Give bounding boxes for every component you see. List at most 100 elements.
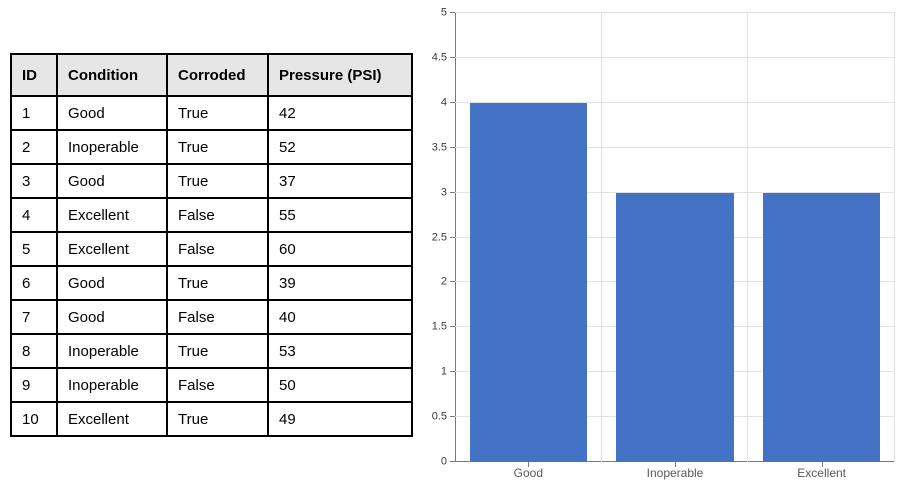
- table-cell: False: [166, 299, 269, 335]
- table-row: 2 Inoperable True 52: [10, 129, 413, 165]
- table-cell: 49: [267, 401, 413, 437]
- y-tick-label: 0: [440, 455, 447, 468]
- table-cell: True: [166, 95, 269, 131]
- table-row: 5 Excellent False 60: [10, 231, 413, 267]
- x-tick: [675, 462, 676, 467]
- y-tick-label: 1: [440, 365, 447, 378]
- gridline-horizontal: [455, 191, 895, 193]
- y-tick-label: 3: [440, 186, 447, 199]
- table-cell: False: [166, 231, 269, 267]
- column-header: ID: [10, 53, 58, 97]
- bar-good: [469, 102, 587, 462]
- x-category-label: Good: [513, 466, 544, 480]
- plot-area: [450, 12, 895, 467]
- y-axis-labels: 0 0.5 1 1.5 2 2.5 3 3.5 4 4.5 5: [430, 7, 447, 467]
- table-cell: Good: [56, 265, 168, 301]
- y-tick: [450, 56, 455, 58]
- table-cell: Inoperable: [56, 333, 168, 369]
- table-cell: 5: [10, 231, 58, 267]
- table-cell: 4: [10, 197, 58, 233]
- table-cell: 7: [10, 299, 58, 335]
- gridline-horizontal: [455, 101, 895, 103]
- table-row: 7 Good False 40: [10, 299, 413, 335]
- x-category-label: Excellent: [797, 466, 847, 480]
- table-cell: 6: [10, 265, 58, 301]
- table-row: 4 Excellent False 55: [10, 197, 413, 233]
- gridline-horizontal: [455, 56, 895, 58]
- y-tick-label: 4.5: [431, 51, 447, 64]
- x-axis-labels: Good Inoperable Excellent: [455, 467, 895, 483]
- y-axis-line: [455, 13, 456, 462]
- table-cell: 52: [267, 129, 413, 165]
- table-cell: Good: [56, 95, 168, 131]
- header-row: ID Condition Corroded Pressure (PSI): [10, 53, 413, 97]
- column-header: Corroded: [166, 53, 269, 97]
- table-cell: 53: [267, 333, 413, 369]
- y-tick: [450, 281, 455, 283]
- y-tick: [450, 146, 455, 148]
- y-tick: [450, 461, 455, 462]
- table-cell: 60: [267, 231, 413, 267]
- y-tick: [450, 326, 455, 328]
- table-cell: False: [166, 197, 269, 233]
- table-cell: 55: [267, 197, 413, 233]
- table-row: 1 Good True 42: [10, 95, 413, 131]
- table-cell: True: [166, 265, 269, 301]
- column-header: Pressure (PSI): [267, 53, 413, 97]
- gridline-vertical: [747, 13, 749, 462]
- table-cell: Excellent: [56, 401, 168, 437]
- table-cell: Good: [56, 163, 168, 199]
- y-tick-label: 0.5: [431, 410, 447, 423]
- table-cell: True: [166, 333, 269, 369]
- gridline-horizontal: [455, 146, 895, 148]
- table-cell: True: [166, 129, 269, 165]
- table-cell: False: [166, 367, 269, 403]
- gridline-vertical: [600, 13, 602, 462]
- x-category-label: Inoperable: [646, 466, 704, 480]
- table-cell: Inoperable: [56, 367, 168, 403]
- gridline-vertical: [894, 13, 895, 462]
- y-tick: [450, 101, 455, 103]
- table-cell: Excellent: [56, 231, 168, 267]
- y-tick: [450, 191, 455, 193]
- table-cell: 10: [10, 401, 58, 437]
- y-tick-label: 3.5: [431, 141, 447, 154]
- x-tick: [528, 462, 530, 467]
- table-cell: 1: [10, 95, 58, 131]
- x-tick: [821, 462, 823, 467]
- table-cell: 40: [267, 299, 413, 335]
- table-cell: Excellent: [56, 197, 168, 233]
- bar-chart: 0 0.5 1 1.5 2 2.5 3 3.5 4 4.5 5 Good Inoperable Exce…: [430, 0, 904, 487]
- y-tick-label: 2.5: [431, 231, 447, 243]
- column-header: Condition: [56, 53, 168, 97]
- y-tick: [450, 12, 455, 13]
- table-cell: 50: [267, 367, 413, 403]
- table-row: 6 Good True 39: [10, 265, 413, 301]
- y-tick-label: 5: [440, 6, 447, 19]
- table-cell: 2: [10, 129, 58, 165]
- table-cell: Inoperable: [56, 129, 168, 165]
- y-tick-label: 1.5: [431, 320, 447, 333]
- table-cell: True: [166, 163, 269, 199]
- table-cell: 8: [10, 333, 58, 369]
- data-table: ID Condition Corroded Pressure (PSI) 1 Good T…: [10, 53, 413, 437]
- table-row: 3 Good True 37: [10, 163, 413, 199]
- gridline-horizontal: [455, 12, 895, 13]
- bar-excellent: [763, 192, 881, 462]
- table-row: 9 Inoperable False 50: [10, 367, 413, 403]
- y-tick-label: 4: [440, 96, 447, 109]
- bar-inoperable: [616, 192, 734, 462]
- table-cell: 39: [267, 265, 413, 301]
- y-tick: [450, 371, 455, 373]
- y-tick: [450, 236, 455, 238]
- table-cell: 9: [10, 367, 58, 403]
- y-tick-label: 2: [440, 275, 447, 288]
- table-row: 8 Inoperable True 53: [10, 333, 413, 369]
- table-row: 10 Excellent True 49: [10, 401, 413, 437]
- table-cell: 42: [267, 95, 413, 131]
- table-cell: True: [166, 401, 269, 437]
- table-cell: 3: [10, 163, 58, 199]
- y-tick: [450, 416, 455, 418]
- table-cell: 37: [267, 163, 413, 199]
